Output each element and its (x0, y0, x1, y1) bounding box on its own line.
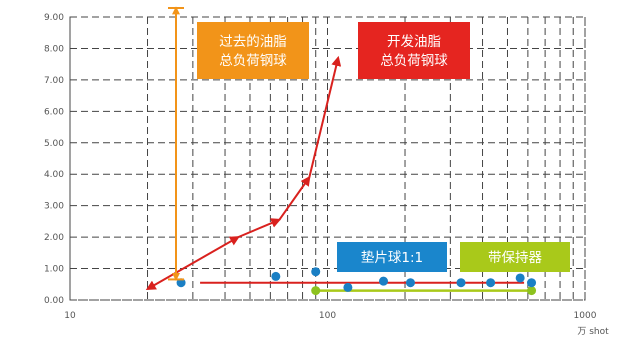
plot-frame (69, 16, 586, 301)
spacer-point (379, 276, 389, 286)
past-grease-label: 总负荷钢球 (219, 53, 287, 69)
retainer-point (311, 286, 321, 296)
y-tick-label: 9.00 (44, 13, 64, 23)
past-grease-box (197, 22, 309, 79)
dev-grease-label: 总负荷钢球 (380, 53, 448, 69)
dev-grease-box (358, 22, 470, 79)
y-tick-label: 7.00 (44, 76, 64, 86)
retainer-point (527, 286, 537, 296)
spacer-point (271, 271, 281, 281)
spacer-point (343, 282, 353, 292)
x-tick-label: 10 (64, 311, 76, 321)
dev-grease-arrow-segment (308, 55, 342, 178)
axes: 0.00 1.00 2.00 3.00 4.00 5.00 6.00 7.00 8.00 9.00… (44, 13, 609, 337)
x-unit-label: 万 shot (577, 327, 609, 337)
y-tick-label: 4.00 (44, 170, 64, 180)
y-tick-label: 5.00 (44, 139, 64, 149)
dev-grease-arrow-segment (237, 218, 282, 239)
dev-grease-label: 开发油脂 (387, 34, 441, 50)
dev-grease-arrow-segment (145, 236, 240, 290)
y-tick-label: 2.00 (44, 233, 64, 243)
spacer-point (527, 278, 537, 288)
x-tick-label: 100 (319, 311, 336, 321)
spacer-point (515, 273, 525, 283)
spacer-point (311, 267, 321, 277)
y-tick-label: 3.00 (44, 202, 64, 212)
spacer-point (405, 278, 415, 288)
retainer-box (460, 242, 570, 272)
marks (145, 6, 537, 296)
dev-grease-arrow-segment (278, 175, 311, 221)
y-tick-label: 0.00 (44, 296, 64, 306)
spacer-box (337, 242, 447, 272)
spacer-point (456, 278, 466, 288)
spacer-label: 垫片球1:1 (361, 250, 423, 266)
past-grease-label: 过去的油脂 (219, 34, 287, 50)
x-tick-label: 1000 (574, 311, 597, 321)
y-tick-label: 1.00 (44, 265, 64, 275)
y-tick-label: 6.00 (44, 107, 64, 117)
retainer-label: 带保持器 (488, 250, 542, 266)
spacer-point (486, 278, 496, 288)
y-tick-label: 8.00 (44, 44, 64, 54)
